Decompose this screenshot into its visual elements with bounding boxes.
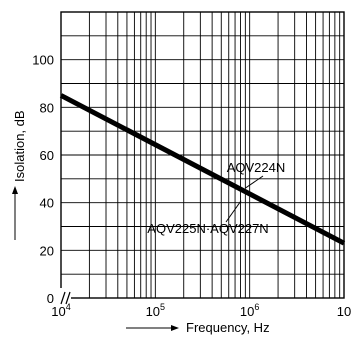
axis-break-slash (65, 291, 71, 305)
x-axis-title: Frequency, Hz (186, 320, 270, 335)
annotation-leader (225, 200, 242, 223)
series-line (59, 93, 346, 246)
grid (61, 12, 344, 298)
y-axis-arrowhead (12, 186, 18, 194)
y-tick-label: 40 (40, 196, 54, 211)
x-tick-exponent: 4 (66, 302, 71, 312)
y-tick-label: 0 (47, 291, 54, 306)
y-tick-label: 60 (40, 148, 54, 163)
y-tick-labels: 0 20 40 60 80 100 (32, 53, 54, 306)
axis-break-mark (60, 288, 71, 308)
x-tick-base: 10 (337, 304, 351, 319)
x-tick-base: 10 (240, 304, 254, 319)
x-tick-label: 104 (51, 302, 70, 319)
plot-frame (60, 11, 345, 299)
y-axis-title-group: Isolation, dB (12, 110, 27, 240)
axis-break-slash (60, 291, 66, 305)
x-tick-label: 106 (240, 302, 259, 319)
axis-break-gap (60, 288, 71, 308)
y-tick-label: 80 (40, 100, 54, 115)
y-axis-title: Isolation, dB (12, 110, 27, 182)
y-tick-label: 20 (40, 243, 54, 258)
annotation-leader (245, 175, 264, 189)
x-axis-arrowhead (171, 325, 179, 331)
annotation-label: AQV224N (227, 160, 286, 175)
annotations: AQV224N AQV225N·AQV227N (147, 160, 285, 236)
series-lines (59, 93, 346, 246)
y-tick-label: 100 (32, 53, 54, 68)
x-tick-label: 105 (146, 302, 165, 319)
x-tick-exponent: 6 (254, 302, 259, 312)
x-tick-label: 10 (337, 304, 351, 319)
x-tick-base: 10 (51, 304, 65, 319)
x-tick-labels: 104 105 106 10 (51, 302, 351, 319)
x-tick-exponent: 5 (160, 302, 165, 312)
x-tick-base: 10 (146, 304, 160, 319)
annotation-label: AQV225N·AQV227N (147, 221, 268, 236)
x-axis-title-group: Frequency, Hz (126, 320, 270, 335)
